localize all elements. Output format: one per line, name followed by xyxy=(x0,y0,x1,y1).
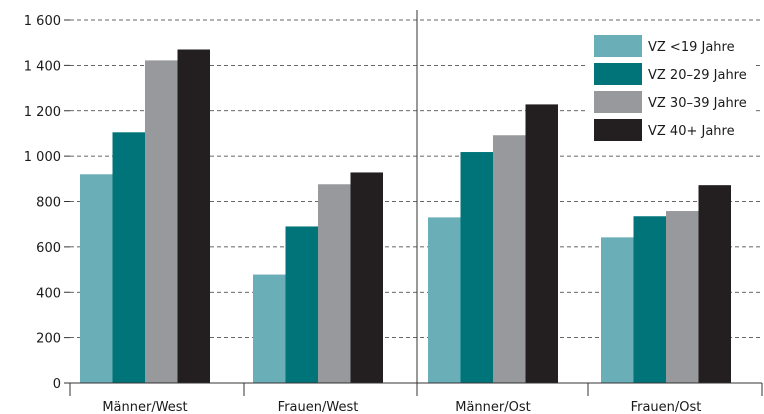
bar xyxy=(601,237,634,383)
legend: VZ <19 Jahre VZ 20–29 Jahre VZ 30–39 Jahre… xyxy=(586,28,754,148)
y-tick-label: 0 xyxy=(53,377,61,392)
bar xyxy=(698,185,731,383)
bar xyxy=(633,216,666,383)
bar xyxy=(493,135,526,383)
legend-swatch xyxy=(594,63,642,85)
bar xyxy=(177,49,210,384)
bar xyxy=(666,211,699,383)
x-category-label: Frauen/Ost xyxy=(631,400,702,414)
x-category-labels: Männer/West Frauen/West Männer/Ost Frauen/O… xyxy=(102,400,701,414)
bar xyxy=(285,226,318,383)
y-tick-label: 1 200 xyxy=(24,105,61,120)
bar xyxy=(460,152,493,383)
bar xyxy=(428,217,461,383)
bar xyxy=(318,184,351,383)
bar xyxy=(525,104,558,384)
bars xyxy=(80,49,731,384)
x-category-label: Frauen/West xyxy=(278,400,359,414)
y-tick-label: 1 400 xyxy=(24,59,61,74)
legend-swatch xyxy=(594,119,642,141)
legend-label: VZ 20–29 Jahre xyxy=(648,68,747,83)
y-tick-label: 400 xyxy=(36,286,61,301)
y-tick-label: 800 xyxy=(36,196,61,211)
bar xyxy=(350,172,383,383)
axes xyxy=(64,10,763,396)
bar xyxy=(145,60,178,383)
bar xyxy=(112,132,145,383)
legend-label: VZ 40+ Jahre xyxy=(648,124,735,139)
bar xyxy=(253,274,286,383)
x-category-label: Männer/West xyxy=(102,400,187,414)
legend-label: VZ <19 Jahre xyxy=(648,40,735,55)
y-tick-label: 1 000 xyxy=(24,150,61,165)
y-tick-label: 600 xyxy=(36,241,61,256)
y-tick-label: 200 xyxy=(36,332,61,347)
y-tick-label: 1 600 xyxy=(24,14,61,29)
bar xyxy=(80,174,113,383)
x-category-label: Männer/Ost xyxy=(455,400,531,414)
y-tick-labels: 0 200 400 600 800 1 000 1 200 1 400 1 600 xyxy=(24,14,61,392)
legend-swatch xyxy=(594,35,642,57)
legend-label: VZ 30–39 Jahre xyxy=(648,96,747,111)
legend-swatch xyxy=(594,91,642,113)
